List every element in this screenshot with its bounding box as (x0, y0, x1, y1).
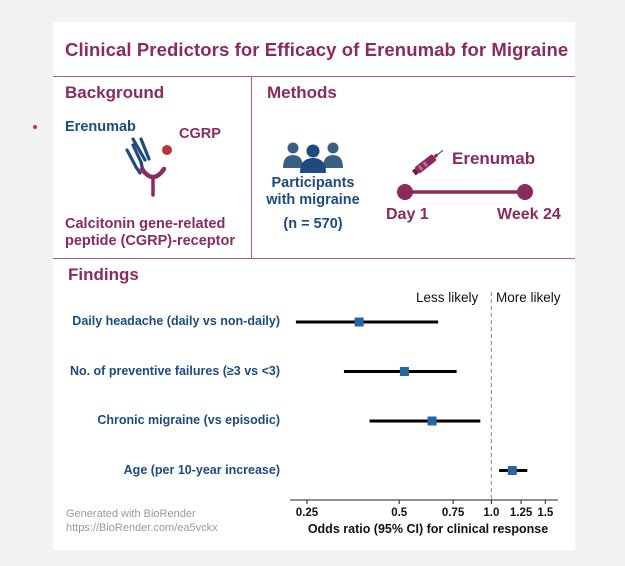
timeline-end-label: Week 24 (497, 206, 561, 223)
receptor-label-line1: Calcitonin gene-related (65, 216, 226, 232)
red-dot-marker (33, 125, 37, 129)
forest-plot: 0.25 0.5 0.75 1.0 1.25 1.5 (290, 292, 558, 519)
title-divider (53, 76, 575, 77)
methods-heading: Methods (267, 83, 337, 102)
x-tick-label: 0.75 (442, 507, 465, 519)
findings-heading: Findings (68, 265, 139, 284)
timeline-start-label: Day 1 (386, 206, 429, 223)
erenumab-label: Erenumab (65, 119, 136, 135)
page-title: Clinical Predictors for Efficacy of Eren… (65, 39, 569, 60)
findings-divider (53, 258, 575, 259)
x-tick-label: 1.5 (537, 507, 554, 519)
background-heading: Background (65, 83, 165, 102)
x-tick-label: 1.25 (510, 507, 533, 519)
predictor-label: Chronic migraine (vs episodic) (97, 413, 280, 427)
sample-size-label: (n = 570) (283, 216, 343, 232)
participants-label: Participants with migraine (263, 175, 363, 209)
participants-icon (283, 142, 343, 173)
odds-ratio-marker (507, 466, 517, 475)
predictor-label: Daily headache (daily vs non-daily) (72, 314, 280, 328)
summary-card: Clinical Predictors for Efficacy of Eren… (53, 22, 575, 550)
syringe-icon (411, 149, 444, 176)
receptor-icon (139, 166, 167, 180)
cgrp-label: CGRP (179, 126, 221, 142)
receptor-label: Calcitonin gene-related peptide (CGRP)-r… (65, 216, 235, 250)
timeline-start-dot (397, 184, 413, 200)
x-tick-label: 0.5 (391, 507, 408, 519)
odds-ratio-marker (427, 416, 437, 426)
odds-ratio-marker (399, 367, 409, 376)
participants-line1: Participants (271, 175, 355, 191)
x-tick-label: 1.0 (483, 507, 499, 519)
timeline (397, 184, 533, 200)
footer-credit: Generated with BioRender https://BioRend… (66, 507, 218, 535)
x-tick-label: 0.25 (296, 507, 319, 519)
participants-line2: with migraine (266, 192, 360, 208)
antibody-receptor-icon (125, 137, 172, 197)
x-axis-label: Odds ratio (95% CI) for clinical respons… (307, 522, 549, 536)
receptor-label-line2: peptide (CGRP)-receptor (65, 233, 235, 249)
footer-line1: Generated with BioRender (66, 508, 196, 520)
cgrp-molecule-icon (162, 145, 172, 155)
footer-line2: https://BioRender.com/ea5vckx (66, 522, 218, 534)
odds-ratio-marker (354, 317, 364, 327)
section-divider (251, 76, 252, 258)
annotation-more-likely: More likely (496, 290, 561, 305)
predictor-label: Age (per 10-year increase) (123, 462, 280, 477)
methods-drug-label: Erenumab (452, 149, 536, 168)
annotation-less-likely: Less likely (416, 290, 479, 305)
timeline-end-dot (517, 184, 533, 200)
predictor-label: No. of preventive failures (≥3 vs <3) (69, 363, 280, 378)
